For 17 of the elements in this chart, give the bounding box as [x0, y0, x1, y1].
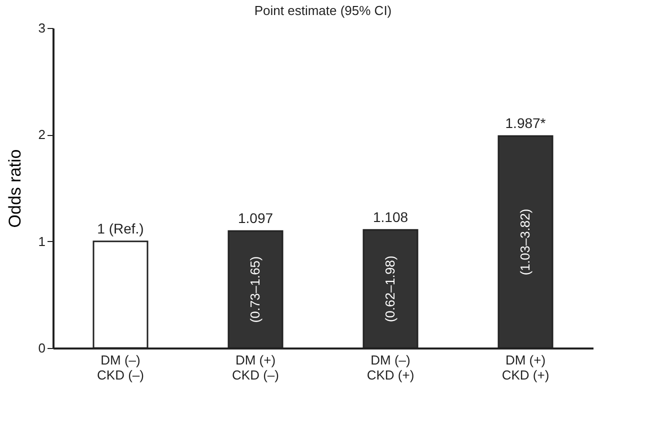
annotation: (1.03–3.82): [518, 208, 532, 276]
x-tick-label: DM (–) CKD (+): [366, 352, 414, 382]
chart-title: Point estimate (95% CI): [254, 3, 392, 18]
y-tick-label: 0: [38, 340, 46, 356]
y-tick-label: 1: [38, 234, 46, 249]
y-tick-label: 2: [38, 127, 46, 142]
y-tick-label: 3: [38, 20, 46, 36]
x-tick-label: DM (–) CKD (–): [97, 352, 144, 382]
data-label: 1 (Ref.): [97, 220, 144, 236]
data-label: 1.108: [372, 208, 408, 225]
data-label: 1.097: [238, 210, 274, 226]
y-axis-title: Odds ratio: [5, 149, 24, 228]
annotation: (0.62–1.98): [382, 256, 398, 322]
x-tick-label: DM (+) CKD (+): [502, 352, 550, 382]
x-tick-label: DM (+) CKD (–): [232, 352, 279, 382]
annotation: (0.73–1.65): [248, 256, 262, 323]
data-label: 1.987*: [505, 115, 546, 132]
